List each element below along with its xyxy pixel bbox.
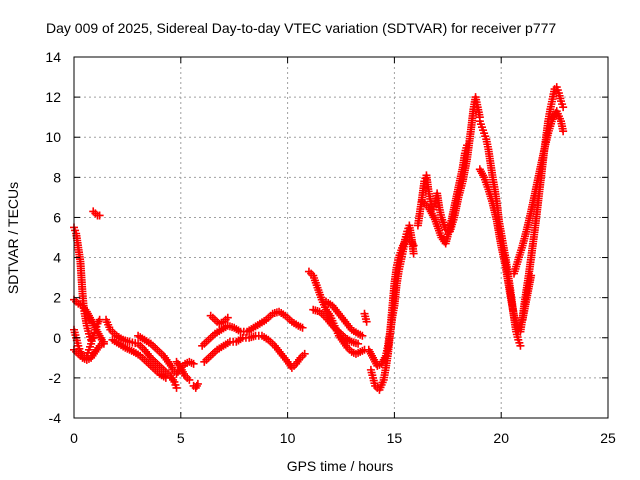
x-tick-label: 5 bbox=[177, 430, 185, 446]
y-tick-label: 2 bbox=[53, 290, 61, 306]
data-point bbox=[409, 249, 418, 258]
x-tick-label: 0 bbox=[70, 430, 78, 446]
x-tick-label: 25 bbox=[600, 430, 616, 446]
data-point bbox=[358, 331, 367, 340]
y-tick-label: 10 bbox=[45, 129, 61, 145]
data-point bbox=[161, 373, 170, 382]
y-tick-label: -4 bbox=[49, 410, 62, 426]
plot-border bbox=[73, 56, 609, 419]
series-track-f bbox=[102, 315, 181, 392]
x-axis-title: GPS time / hours bbox=[287, 458, 394, 474]
data-point bbox=[559, 103, 568, 112]
series-track-v bbox=[418, 141, 472, 248]
data-point bbox=[206, 311, 215, 320]
series-track-m bbox=[200, 331, 309, 372]
series-track-n bbox=[206, 311, 232, 328]
series-track-p bbox=[309, 305, 363, 348]
data-point bbox=[189, 359, 198, 368]
y-tick-label: 12 bbox=[45, 89, 61, 105]
x-tick-label: 10 bbox=[280, 430, 296, 446]
y-axis-title: SDTVAR / TECUs bbox=[5, 182, 21, 294]
series-track-q bbox=[322, 297, 367, 340]
data-point bbox=[300, 349, 309, 358]
chart-title: Day 009 of 2025, Sidereal Day-to-day VTE… bbox=[46, 20, 556, 36]
y-tick-label: 8 bbox=[53, 169, 61, 185]
data-point bbox=[95, 211, 104, 220]
data-point bbox=[516, 341, 525, 350]
y-tick-label: 4 bbox=[53, 250, 61, 266]
series-track-d bbox=[70, 337, 108, 364]
series-track-h bbox=[134, 331, 177, 372]
series-track-z bbox=[510, 107, 568, 278]
data-point bbox=[354, 339, 363, 348]
x-tick-label: 15 bbox=[387, 430, 403, 446]
data-point bbox=[172, 383, 181, 392]
data-point bbox=[463, 141, 472, 150]
data-point bbox=[99, 337, 108, 346]
series-track-r bbox=[360, 309, 371, 326]
x-tick-label: 20 bbox=[493, 430, 509, 446]
data-point bbox=[409, 241, 418, 250]
series-track-e bbox=[89, 207, 104, 220]
x-tick-labels: 0 5 10 15 20 25 bbox=[70, 430, 616, 446]
series-track-g bbox=[108, 335, 170, 382]
data-point bbox=[193, 379, 202, 388]
y-tick-label: 0 bbox=[53, 330, 61, 346]
y-tick-labels: -4 -2 0 2 4 6 8 10 12 14 bbox=[45, 49, 61, 426]
data-point bbox=[298, 323, 307, 332]
y-tick-label: 14 bbox=[45, 49, 61, 65]
series-track-j bbox=[172, 357, 194, 384]
y-tick-label: 6 bbox=[53, 209, 61, 225]
series-track-k bbox=[189, 379, 202, 392]
data-point bbox=[362, 317, 371, 326]
data-point bbox=[559, 127, 568, 136]
data-point bbox=[185, 375, 194, 384]
axis-ticks bbox=[73, 56, 609, 419]
series-track-l bbox=[198, 307, 307, 350]
data-points bbox=[70, 83, 568, 394]
y-tick-label: -2 bbox=[49, 370, 62, 386]
series-track-t bbox=[364, 233, 418, 370]
